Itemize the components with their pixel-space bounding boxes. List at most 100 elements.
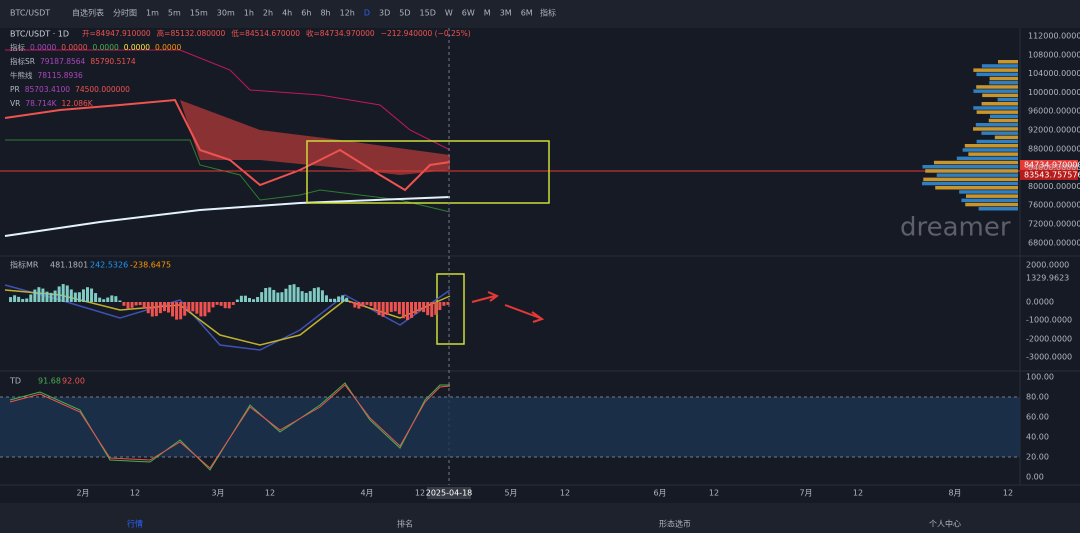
timeframe-button[interactable]: W	[445, 9, 453, 18]
mr-bar	[284, 288, 288, 302]
mr-line	[4, 289, 451, 346]
mr-bar	[69, 289, 73, 302]
timeframe-button[interactable]: 3M	[500, 9, 512, 18]
mr-bar	[276, 292, 280, 302]
arrow	[471, 291, 500, 303]
timeframe-button[interactable]: 5m	[168, 9, 181, 18]
mr-bar	[256, 296, 260, 302]
price-tick: 88000.000000	[1028, 144, 1080, 153]
mr-bar	[397, 302, 401, 315]
price-tick: 80000.000000	[1028, 182, 1080, 191]
mr-bar	[114, 296, 118, 302]
legend-indicator: 0.0000	[155, 43, 181, 52]
legend-indicator: 指标	[10, 42, 25, 52]
mr-bar	[312, 288, 316, 302]
x-tick: 6月	[653, 489, 666, 498]
price-tick: 76000.000000	[1028, 201, 1080, 210]
indicator-button[interactable]: 指标	[540, 8, 556, 18]
legend-indicator: 12.086K	[62, 99, 94, 108]
mr-value: 481.1801	[50, 261, 88, 270]
mr-bar	[154, 302, 158, 317]
date-box	[427, 487, 471, 499]
timeframe-button[interactable]: 6W	[462, 9, 475, 18]
mr-bar	[393, 302, 397, 312]
mr-bar	[86, 287, 89, 302]
volume-profile	[989, 81, 1018, 85]
td-value: 92.00	[62, 377, 85, 386]
marker-box	[1020, 170, 1078, 180]
mr-bar	[191, 302, 195, 312]
volume-profile	[994, 135, 1018, 140]
volume-profile	[976, 139, 1018, 144]
mr-bar	[243, 295, 247, 302]
mr-label: 指标MR	[10, 260, 39, 270]
volume-profile	[973, 68, 1018, 72]
mr-bar	[345, 297, 349, 302]
timeframe-button[interactable]: 3D	[379, 9, 390, 18]
mr-bar	[167, 302, 170, 313]
timeframe-button[interactable]: 6M	[521, 9, 533, 18]
mr-bar	[361, 302, 365, 307]
mr-bar	[442, 302, 446, 306]
timeframe-button[interactable]: 1m	[146, 9, 159, 18]
legend-indicator: 78.714K	[25, 99, 57, 108]
nav-item[interactable]: 行情	[127, 519, 143, 529]
mr-bar	[25, 298, 29, 302]
mr-bar	[373, 302, 377, 311]
timeframe-button[interactable]: 1h	[244, 9, 254, 18]
volume-profile	[923, 177, 1018, 182]
mr-line	[4, 284, 451, 351]
legend-symbol: BTC/USDT · 1D	[10, 30, 69, 39]
mr-bar	[17, 296, 21, 302]
mr-bar	[150, 302, 154, 317]
mr-bar	[187, 302, 191, 313]
timeframe-button[interactable]: 2h	[263, 9, 273, 18]
mr-bar	[179, 302, 183, 320]
mr-bar	[118, 300, 122, 302]
bottom-nav	[0, 503, 1080, 533]
price-tick: 92000.000000	[1028, 126, 1080, 135]
x-tick: 12	[853, 489, 863, 498]
timeframe-button[interactable]: 6h	[301, 9, 311, 18]
mr-value: -238.6475	[130, 261, 171, 270]
mr-bar	[377, 302, 381, 316]
mr-tick: 2000.0000	[1026, 261, 1069, 270]
td-label: TD	[9, 377, 21, 386]
mr-bar	[65, 285, 69, 302]
mr-bar	[365, 302, 369, 305]
nav-item[interactable]: 形态选币	[659, 519, 691, 529]
td-tick: 80.00	[1026, 393, 1049, 402]
timeframe-button[interactable]: 分时图	[113, 8, 137, 18]
legend-indicator: VR	[10, 99, 20, 108]
volume-profile	[922, 165, 1018, 169]
td-tick: 20.00	[1026, 453, 1049, 462]
nav-item[interactable]: 排名	[397, 519, 413, 529]
timeframe-button[interactable]: 15D	[420, 9, 436, 18]
timeframe-button[interactable]: 15m	[190, 9, 208, 18]
timeframe-button[interactable]: D	[364, 9, 370, 18]
timeframe-button[interactable]: 自选列表	[72, 8, 104, 18]
mr-bar	[235, 299, 239, 302]
mr-bar	[199, 302, 203, 317]
symbol[interactable]: BTC/USDT	[10, 9, 50, 18]
marker-price: 83543.757576	[1024, 171, 1080, 180]
mr-bar	[175, 302, 179, 320]
timeframe-button[interactable]: 5D	[399, 9, 410, 18]
volume-profile	[965, 194, 1018, 198]
volume-profile	[998, 60, 1018, 64]
timeframe-button[interactable]: 30m	[217, 9, 235, 18]
nav-item[interactable]: 个人中心	[929, 519, 961, 529]
volume-profile	[982, 93, 1018, 98]
mr-bar	[9, 297, 13, 302]
timeframe-button[interactable]: 8h	[320, 9, 330, 18]
mr-bar	[37, 287, 41, 302]
legend-indicator: 牛熊线	[10, 70, 33, 80]
timeframe-button[interactable]: 12h	[340, 9, 355, 18]
mr-bar	[320, 290, 324, 302]
timeframe-button[interactable]: 4h	[282, 9, 292, 18]
x-tick: 4月	[360, 489, 373, 498]
mr-bar	[264, 288, 268, 302]
td-tick: 100.00	[1026, 373, 1054, 382]
timeframe-button[interactable]: M	[484, 9, 491, 18]
mr-bar	[272, 289, 276, 302]
